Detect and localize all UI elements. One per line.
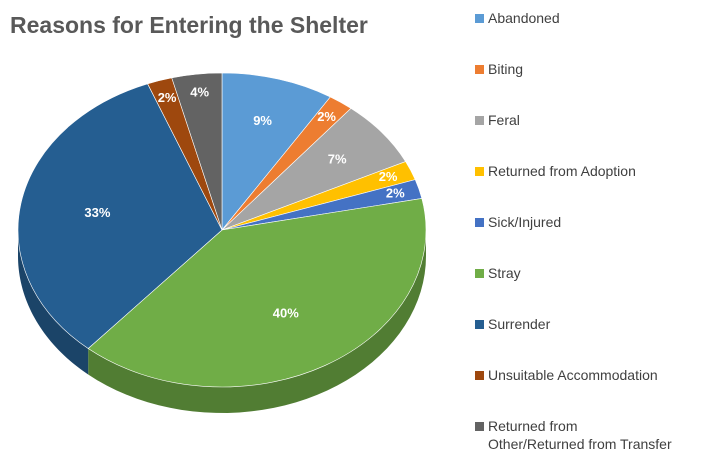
legend-swatch-5 bbox=[475, 269, 484, 278]
legend-swatch-1 bbox=[475, 65, 484, 74]
legend-label-7: Unsuitable Accommodation bbox=[488, 367, 658, 383]
legend-swatch-8 bbox=[475, 422, 484, 431]
legend-label-2: Feral bbox=[488, 112, 520, 128]
pie-wall-5 bbox=[88, 230, 426, 413]
legend-label-3: Returned from Adoption bbox=[488, 163, 636, 179]
data-label-1: 2% bbox=[317, 109, 336, 124]
legend-label-6: Surrender bbox=[488, 316, 551, 332]
legend-label-5: Stray bbox=[488, 265, 521, 281]
legend-swatch-7 bbox=[475, 371, 484, 380]
data-label-6: 33% bbox=[84, 205, 110, 220]
pie-slices bbox=[17, 72, 427, 388]
pie-slice-6 bbox=[17, 83, 223, 349]
legend-swatch-6 bbox=[475, 320, 484, 329]
legend-label-4: Sick/Injured bbox=[488, 214, 562, 230]
data-label-4: 2% bbox=[386, 185, 405, 200]
data-label-0: 9% bbox=[253, 113, 272, 128]
legend-swatch-4 bbox=[475, 218, 484, 227]
legend-swatch-0 bbox=[475, 14, 484, 23]
legend-label-1: Biting bbox=[488, 61, 524, 77]
data-label-2: 7% bbox=[328, 151, 347, 166]
data-label-8: 4% bbox=[190, 84, 209, 99]
data-labels: 9% 2%7%2%2%40%33%2% 4% bbox=[84, 84, 405, 320]
pie-slice-5 bbox=[87, 198, 427, 388]
pie-slice-8 bbox=[171, 72, 223, 231]
pie-walls bbox=[18, 230, 426, 413]
legend-swatch-2 bbox=[475, 116, 484, 125]
chart-title: Reasons for Entering the Shelter bbox=[10, 12, 368, 38]
legend-label-8: Returned from Other/Returned from Transf… bbox=[488, 418, 672, 452]
data-label-7: 2% bbox=[158, 90, 177, 105]
pie-wall-6 bbox=[18, 230, 89, 375]
data-label-3: 2% bbox=[379, 169, 398, 184]
legend-swatch-3 bbox=[475, 167, 484, 176]
data-label-5: 40% bbox=[273, 305, 299, 320]
legend-label-0: Abandoned bbox=[488, 10, 560, 26]
pie-slice-0 bbox=[221, 72, 331, 231]
